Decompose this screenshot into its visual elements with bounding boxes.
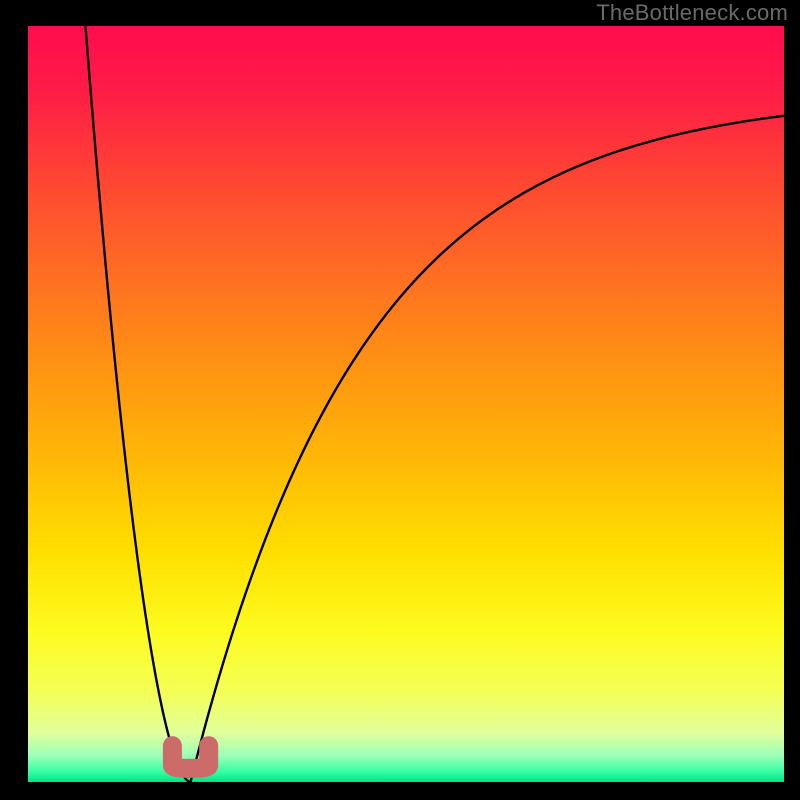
gradient-plot-area — [28, 26, 784, 782]
frame-bottom — [0, 782, 800, 800]
frame-right — [784, 0, 800, 800]
bottleneck-chart-svg — [0, 0, 800, 800]
chart-stage: TheBottleneck.com — [0, 0, 800, 800]
watermark-text: TheBottleneck.com — [596, 0, 788, 26]
frame-left — [0, 0, 28, 800]
